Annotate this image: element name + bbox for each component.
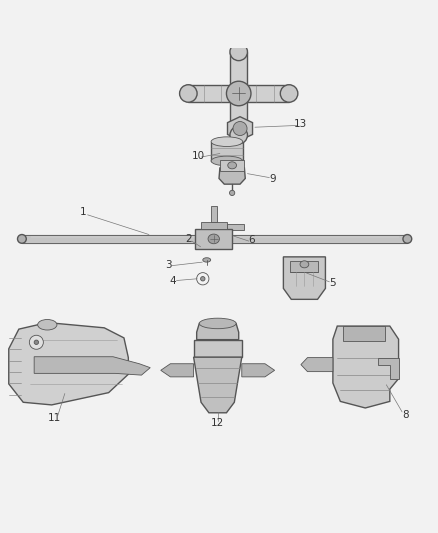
- Polygon shape: [194, 357, 242, 413]
- Ellipse shape: [230, 190, 235, 196]
- Polygon shape: [242, 364, 275, 377]
- FancyBboxPatch shape: [195, 229, 232, 248]
- Ellipse shape: [211, 137, 243, 147]
- Ellipse shape: [199, 318, 236, 329]
- Polygon shape: [230, 52, 247, 135]
- Ellipse shape: [29, 335, 43, 349]
- FancyBboxPatch shape: [220, 159, 244, 171]
- FancyBboxPatch shape: [211, 142, 243, 161]
- Polygon shape: [161, 364, 194, 377]
- Text: 2: 2: [185, 235, 192, 244]
- Text: 6: 6: [248, 235, 255, 245]
- Ellipse shape: [34, 340, 39, 344]
- FancyBboxPatch shape: [211, 206, 217, 222]
- Ellipse shape: [230, 43, 247, 61]
- Ellipse shape: [18, 235, 26, 243]
- Ellipse shape: [233, 122, 247, 135]
- Ellipse shape: [211, 156, 243, 166]
- Ellipse shape: [201, 277, 205, 281]
- Text: 11: 11: [48, 413, 61, 423]
- Ellipse shape: [208, 234, 219, 244]
- Text: 10: 10: [191, 151, 205, 161]
- Text: 12: 12: [211, 418, 224, 429]
- Polygon shape: [301, 358, 333, 372]
- FancyBboxPatch shape: [194, 340, 242, 357]
- Text: 5: 5: [328, 278, 336, 288]
- Text: 4: 4: [170, 276, 177, 286]
- Ellipse shape: [38, 319, 57, 330]
- Ellipse shape: [203, 258, 211, 262]
- Text: 9: 9: [269, 174, 276, 184]
- Ellipse shape: [300, 261, 309, 268]
- Polygon shape: [197, 324, 239, 340]
- Ellipse shape: [230, 126, 247, 144]
- Text: 13: 13: [293, 119, 307, 129]
- Polygon shape: [227, 117, 253, 140]
- Polygon shape: [333, 326, 399, 408]
- Ellipse shape: [280, 85, 298, 102]
- FancyBboxPatch shape: [290, 261, 318, 272]
- Text: 3: 3: [165, 260, 172, 270]
- Ellipse shape: [226, 81, 251, 106]
- Polygon shape: [34, 357, 150, 375]
- Polygon shape: [283, 257, 325, 300]
- Text: 1: 1: [80, 207, 87, 217]
- Text: 8: 8: [402, 409, 409, 419]
- FancyBboxPatch shape: [201, 222, 227, 229]
- Polygon shape: [378, 358, 399, 378]
- Polygon shape: [188, 85, 289, 102]
- Polygon shape: [9, 322, 128, 405]
- Ellipse shape: [403, 235, 412, 243]
- FancyBboxPatch shape: [227, 224, 244, 230]
- Ellipse shape: [180, 85, 197, 102]
- Polygon shape: [219, 168, 245, 184]
- Polygon shape: [343, 326, 385, 341]
- Ellipse shape: [228, 162, 237, 169]
